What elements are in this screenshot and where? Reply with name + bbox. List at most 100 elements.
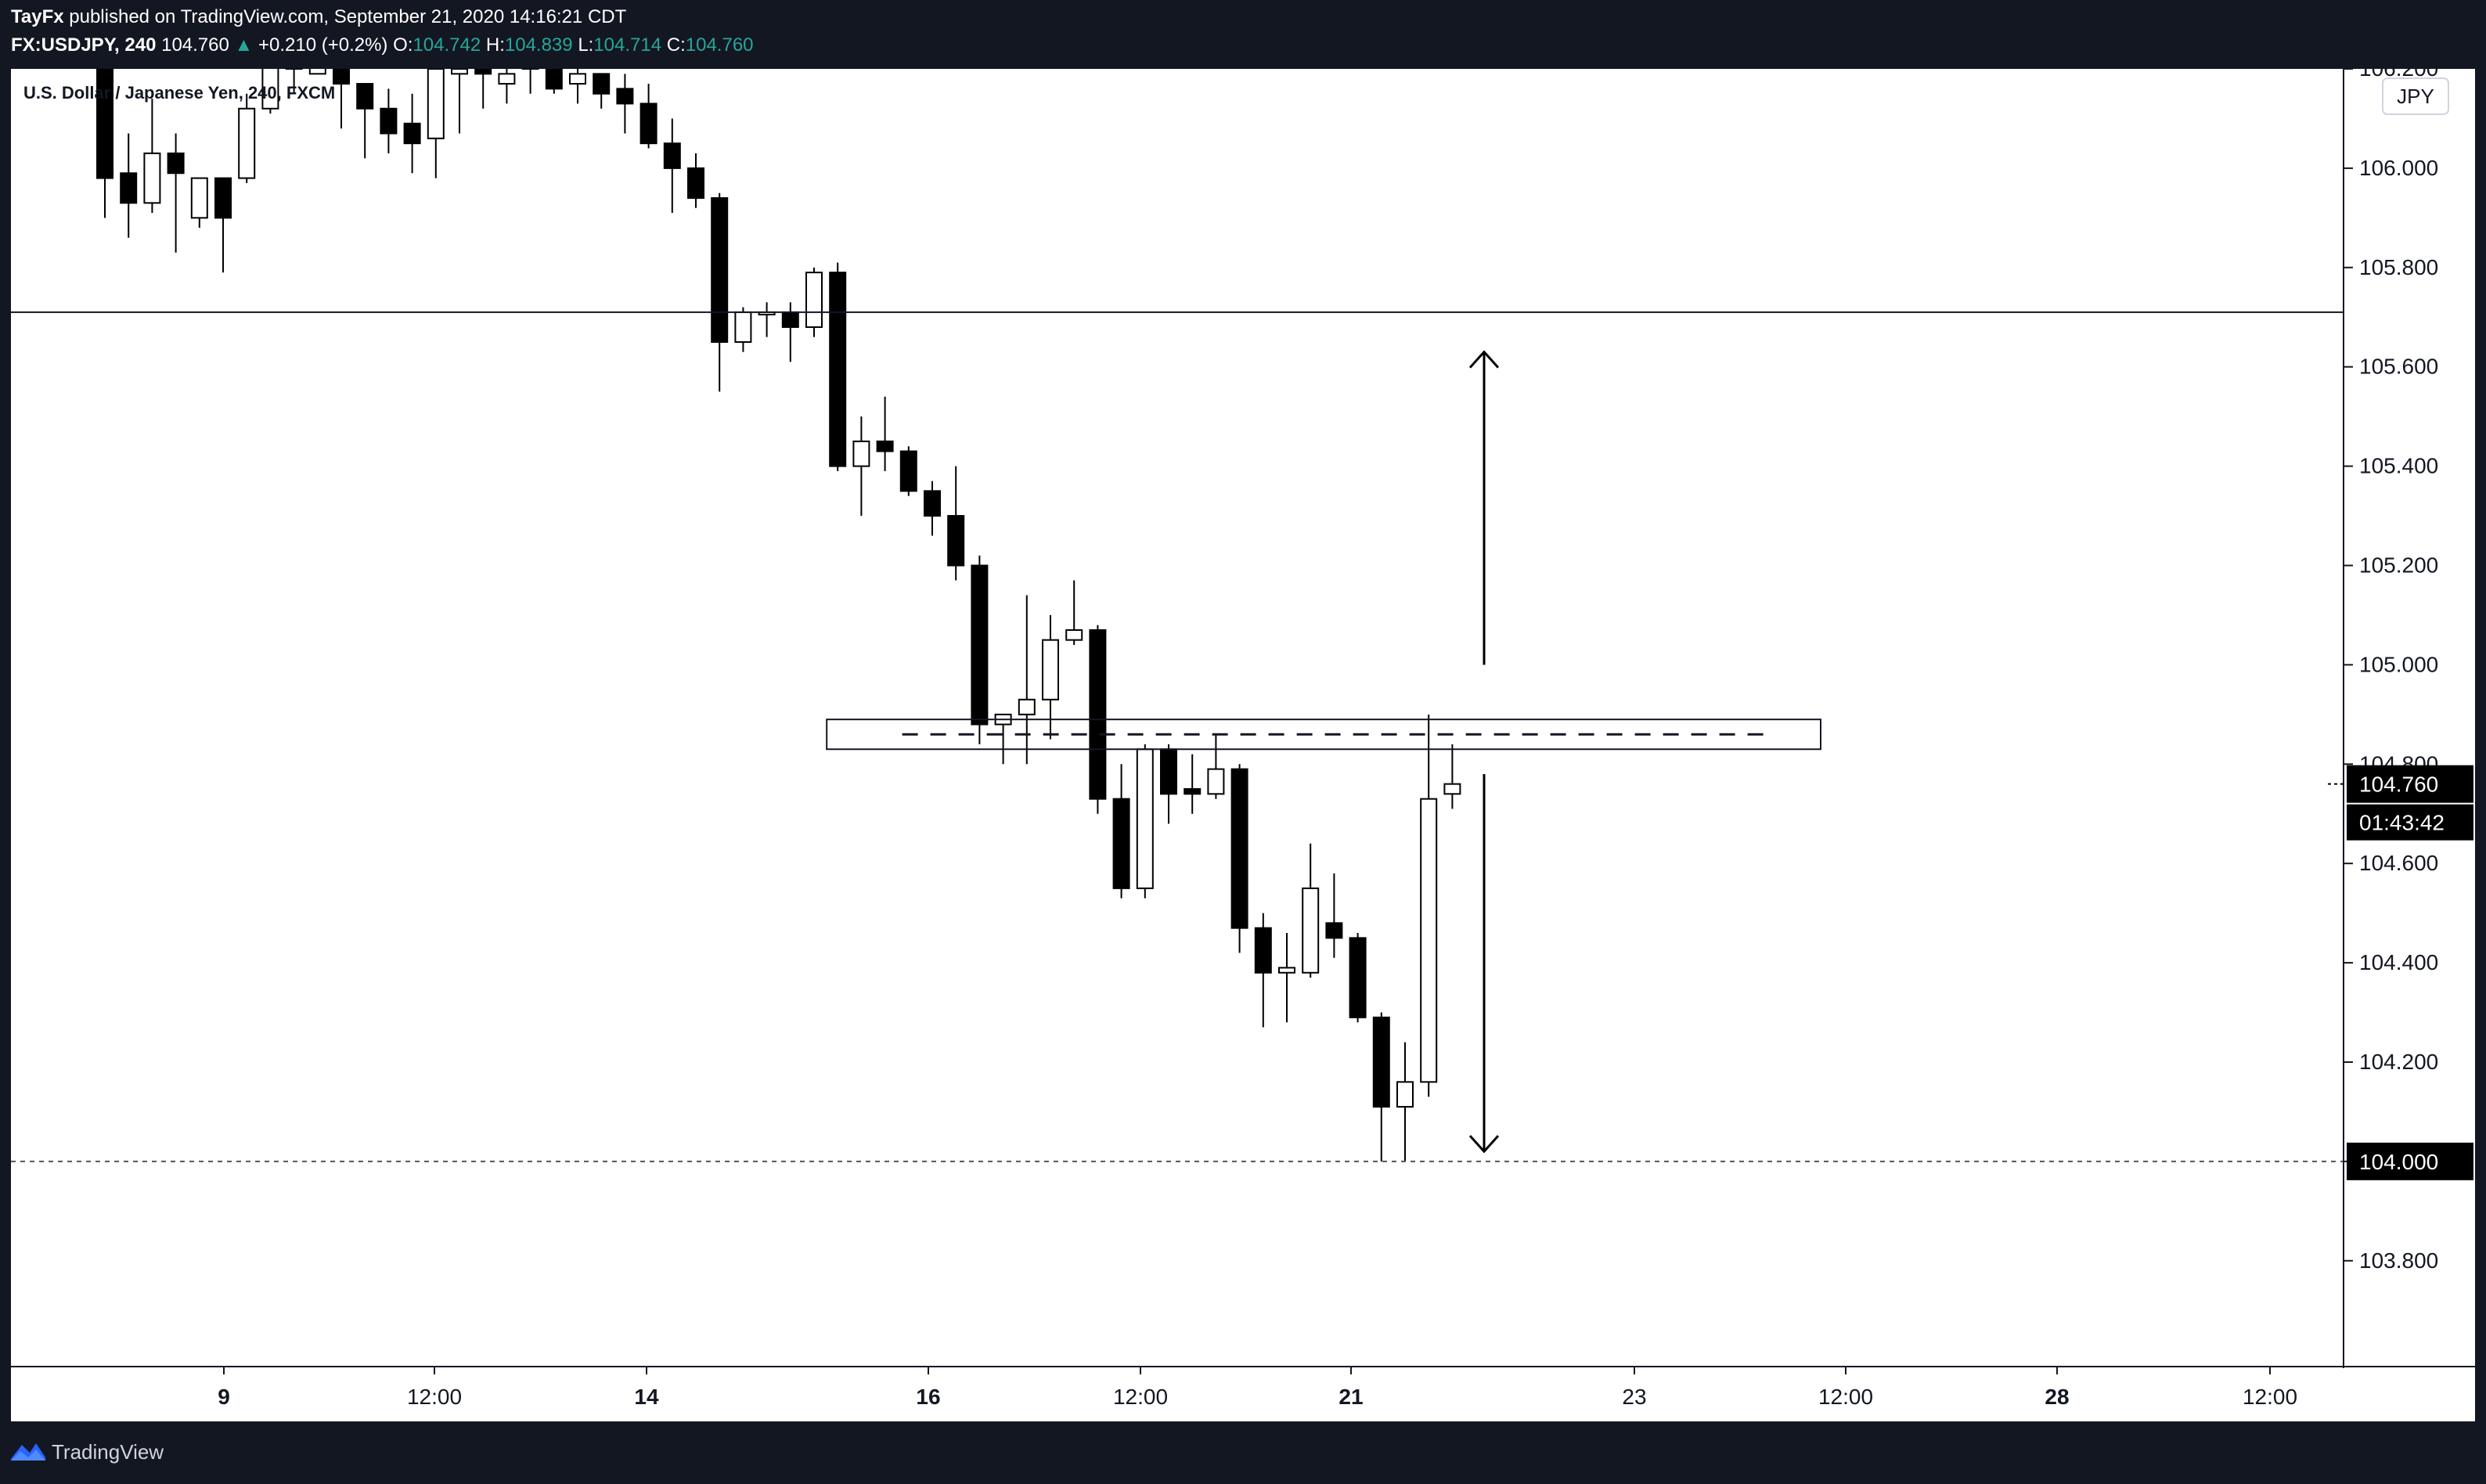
- candle-body: [1372, 1016, 1390, 1108]
- candle-body: [805, 272, 823, 328]
- candle-body: [190, 177, 208, 219]
- plot-background: [11, 69, 2475, 1421]
- candle-body: [971, 564, 989, 726]
- candle-body: [1443, 783, 1461, 795]
- last-price-tag: [2347, 765, 2473, 803]
- candle-body: [214, 177, 232, 219]
- time-axis[interactable]: [11, 1368, 2475, 1421]
- time-tick-label: 21: [1338, 1385, 1363, 1409]
- price-chart[interactable]: 103.800104.000104.200104.400104.600104.8…: [11, 69, 2475, 1421]
- candle-body: [261, 69, 279, 110]
- close-value: 104.760: [685, 34, 754, 56]
- candle-body: [474, 69, 492, 75]
- candle-body: [663, 142, 681, 169]
- chart-header: TayFx published on TradingView.com, Sept…: [0, 0, 2486, 69]
- candle-body: [308, 69, 326, 75]
- candle-body: [924, 490, 941, 517]
- candle-body: [238, 107, 256, 179]
- countdown-tag-label: 01:43:42: [2359, 811, 2445, 835]
- candle-body: [1042, 639, 1059, 701]
- time-tick-label: 9: [218, 1385, 230, 1409]
- currency-badge[interactable]: [2382, 77, 2449, 115]
- candle-body: [711, 196, 729, 343]
- candle-body: [593, 73, 611, 95]
- price-tick-label: 103.800: [2359, 1248, 2438, 1273]
- candle-body: [451, 69, 468, 75]
- open-label: O:: [393, 34, 413, 56]
- candle-body: [569, 73, 586, 85]
- candle-body: [616, 88, 634, 105]
- ohlc-legend: FX:USDJPY, 240 104.760 ▲ +0.210 (+0.2%) …: [11, 34, 754, 56]
- candle-body: [1349, 937, 1367, 1018]
- candle-body: [1278, 967, 1295, 974]
- candle-body: [96, 69, 113, 179]
- candle-body: [687, 167, 704, 199]
- candle-body: [143, 152, 161, 204]
- candle-body: [167, 152, 185, 175]
- low-label: L:: [578, 34, 594, 56]
- candle-body: [1018, 698, 1036, 715]
- candle-body: [1112, 798, 1130, 889]
- price-tick-label: 105.200: [2359, 553, 2438, 577]
- time-tick-label: 12:00: [1113, 1385, 1168, 1409]
- time-tick-label: 16: [916, 1385, 940, 1409]
- time-tick-label: 12:00: [407, 1385, 462, 1409]
- level-price-tag-label: 104.000: [2359, 1150, 2438, 1174]
- candle-body: [1065, 629, 1083, 641]
- candle-body: [1302, 887, 1320, 974]
- footer: TradingView: [0, 1421, 2486, 1484]
- price-change: +0.210 (+0.2%): [258, 34, 388, 56]
- time-tick-label: 14: [634, 1385, 659, 1409]
- level-price-tag: [2347, 1142, 2473, 1180]
- price-tick-label: 105.000: [2359, 652, 2438, 676]
- publish-info: TayFx published on TradingView.com, Sept…: [11, 6, 626, 28]
- candle-body: [899, 450, 917, 492]
- candles-layer: [96, 69, 1461, 1162]
- candle-body: [120, 172, 138, 204]
- candle-body: [1230, 768, 1248, 929]
- candle-body: [1325, 922, 1343, 939]
- last-price-tag-label: 104.760: [2359, 773, 2438, 797]
- high-value: 104.839: [504, 34, 573, 56]
- candle-body: [852, 440, 870, 467]
- candle-body: [1160, 748, 1177, 795]
- candle-body: [403, 122, 421, 145]
- candle-body: [333, 69, 350, 85]
- time-tick-label: 12:00: [1818, 1385, 1873, 1409]
- candle-body: [1136, 748, 1154, 889]
- time-tick-label: 12:00: [2243, 1385, 2297, 1409]
- price-axis-labels: 103.800104.000104.200104.400104.600104.8…: [2344, 69, 2438, 1273]
- time-axis-labels: 9 12:00 14 16 12:00 21 23 12:00 28 12:00: [218, 1367, 2297, 1409]
- candle-body: [781, 311, 799, 328]
- tradingview-logo-icon[interactable]: [9, 1439, 47, 1464]
- candle-body: [1184, 788, 1202, 795]
- price-tick-label: 105.400: [2359, 454, 2438, 478]
- time-tick-label: 23: [1622, 1385, 1646, 1409]
- consolidation-zone-box: [826, 719, 1821, 751]
- candle-body: [947, 515, 965, 567]
- low-value: 104.714: [593, 34, 662, 56]
- change-up-icon: ▲: [234, 34, 254, 56]
- publish-text: published on TradingView.com, September …: [69, 6, 627, 27]
- candle-body: [734, 311, 752, 343]
- chart-frame[interactable]: 103.800104.000104.200104.400104.600104.8…: [11, 69, 2475, 1421]
- open-value: 104.742: [413, 34, 481, 56]
- candle-body: [1420, 798, 1438, 1083]
- candle-body: [380, 107, 398, 135]
- candle-body: [876, 440, 894, 452]
- price-tick-label: 104.200: [2359, 1050, 2438, 1074]
- candle-body: [1254, 927, 1272, 974]
- candle-body: [829, 272, 847, 467]
- candle-body: [498, 73, 516, 85]
- high-label: H:: [485, 34, 505, 56]
- symbol-label[interactable]: FX:USDJPY, 240: [11, 34, 157, 56]
- price-tick-label: 104.400: [2359, 950, 2438, 974]
- chart-title: U.S. Dollar / Japanese Yen, 240, FXCM: [23, 83, 335, 103]
- last-price: 104.760: [161, 34, 229, 56]
- candle-body: [545, 69, 563, 90]
- footer-brand[interactable]: TradingView: [52, 1440, 164, 1464]
- publisher-name[interactable]: TayFx: [11, 6, 64, 27]
- down-arrow-head-icon: [1468, 1135, 1500, 1154]
- drawings-layer: [11, 311, 2344, 1162]
- price-tick-label: 104.600: [2359, 851, 2438, 875]
